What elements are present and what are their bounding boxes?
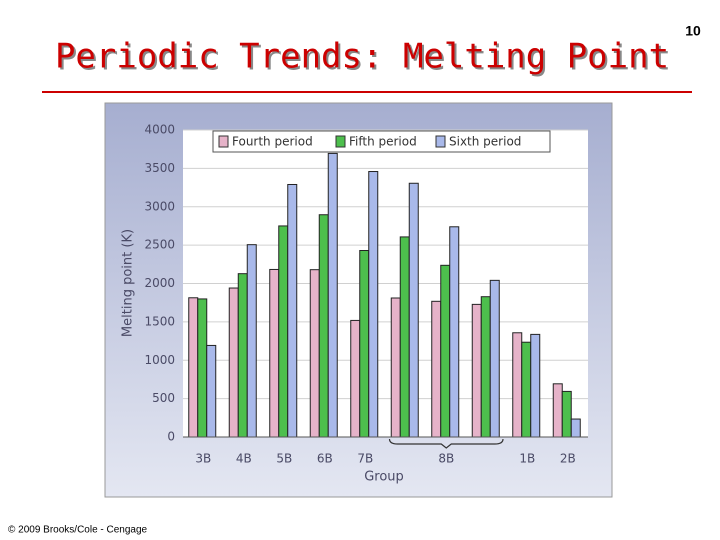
- slide-title: Periodic Trends: Melting Point: [55, 37, 669, 77]
- x-tick-label: 1B: [519, 452, 535, 466]
- y-tick-label: 4000: [144, 123, 175, 137]
- bar: [561, 390, 572, 438]
- bar: [408, 182, 419, 438]
- x-tick-label: 8B: [438, 452, 454, 466]
- x-tick-label: 2B: [560, 452, 576, 466]
- y-tick-label: 2500: [144, 238, 175, 252]
- bar: [228, 287, 239, 438]
- x-tick-label: 6B: [317, 452, 333, 466]
- bar: [206, 344, 217, 438]
- y-tick-label: 3000: [144, 199, 175, 213]
- bar: [521, 341, 532, 438]
- bar: [570, 418, 581, 438]
- legend-swatch: [335, 135, 346, 148]
- bar: [399, 236, 410, 438]
- bar: [390, 297, 401, 438]
- legend-label: Sixth period: [449, 135, 521, 149]
- x-axis-label: Group: [364, 470, 404, 485]
- page-number: 10: [685, 23, 701, 39]
- legend: Fourth period Fifth period Sixth period: [212, 130, 551, 153]
- y-tick-label: 2000: [144, 276, 175, 290]
- bar: [287, 183, 298, 438]
- bar: [278, 225, 289, 438]
- bar: [471, 303, 482, 438]
- bar: [359, 249, 370, 438]
- bar: [431, 300, 442, 438]
- legend-label: Fourth period: [232, 135, 313, 149]
- bar: [480, 296, 491, 438]
- bar: [440, 264, 451, 438]
- bar: [318, 214, 329, 438]
- bar: [449, 226, 460, 438]
- bar: [237, 273, 248, 438]
- x-tick-label: 4B: [236, 452, 252, 466]
- title-shadow: Periodic Trends: Melting Point: [57, 39, 671, 79]
- bar: [309, 269, 320, 438]
- group-bracket: [388, 438, 504, 449]
- y-tick-label: 1500: [144, 314, 175, 328]
- bar: [489, 279, 500, 438]
- bar: [188, 297, 199, 438]
- bar: [327, 152, 338, 438]
- legend-label: Fifth period: [349, 135, 417, 149]
- y-tick-label: 500: [152, 391, 175, 405]
- legend-swatch: [218, 135, 229, 148]
- bar: [552, 383, 563, 438]
- y-axis-label: Melting point (K): [121, 229, 136, 337]
- bar: [350, 319, 361, 438]
- bar: [530, 333, 541, 438]
- copyright: © 2009 Brooks/Cole - Cengage: [8, 525, 148, 536]
- bar: [246, 244, 257, 438]
- bar: [512, 332, 523, 438]
- y-tick-label: 3500: [144, 161, 175, 175]
- legend-swatch: [435, 135, 446, 148]
- x-tick-label: 5B: [276, 452, 292, 466]
- legend-box: [212, 130, 551, 153]
- y-tick-label: 1000: [144, 353, 175, 367]
- x-tick-label: 3B: [195, 452, 211, 466]
- bar: [197, 298, 208, 438]
- x-tick-label: 7B: [357, 452, 373, 466]
- y-tick-label: 0: [167, 430, 175, 444]
- bar: [269, 268, 280, 438]
- bar: [368, 171, 379, 438]
